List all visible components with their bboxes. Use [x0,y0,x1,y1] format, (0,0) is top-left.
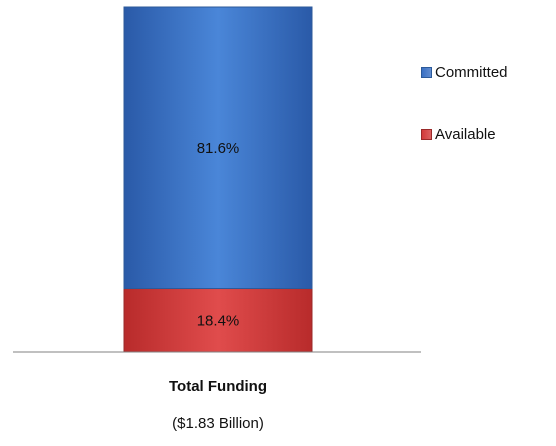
category-sublabel: ($1.83 Billion) [172,415,264,432]
legend-swatch-available [421,128,432,140]
legend-item-committed: Committed [421,62,508,82]
bar-segment-committed [123,6,313,290]
category-label: Total Funding [168,378,268,395]
data-label-committed: 81.6% [197,140,240,157]
legend-swatch-committed [421,66,432,78]
legend-item-available: Available [421,124,508,144]
data-label-available: 18.4% [197,312,240,329]
legend-label-committed: Committed [435,63,508,81]
bar-segment-available [123,288,313,353]
legend-label-available: Available [435,125,496,143]
legend: Committed Available [421,62,508,186]
